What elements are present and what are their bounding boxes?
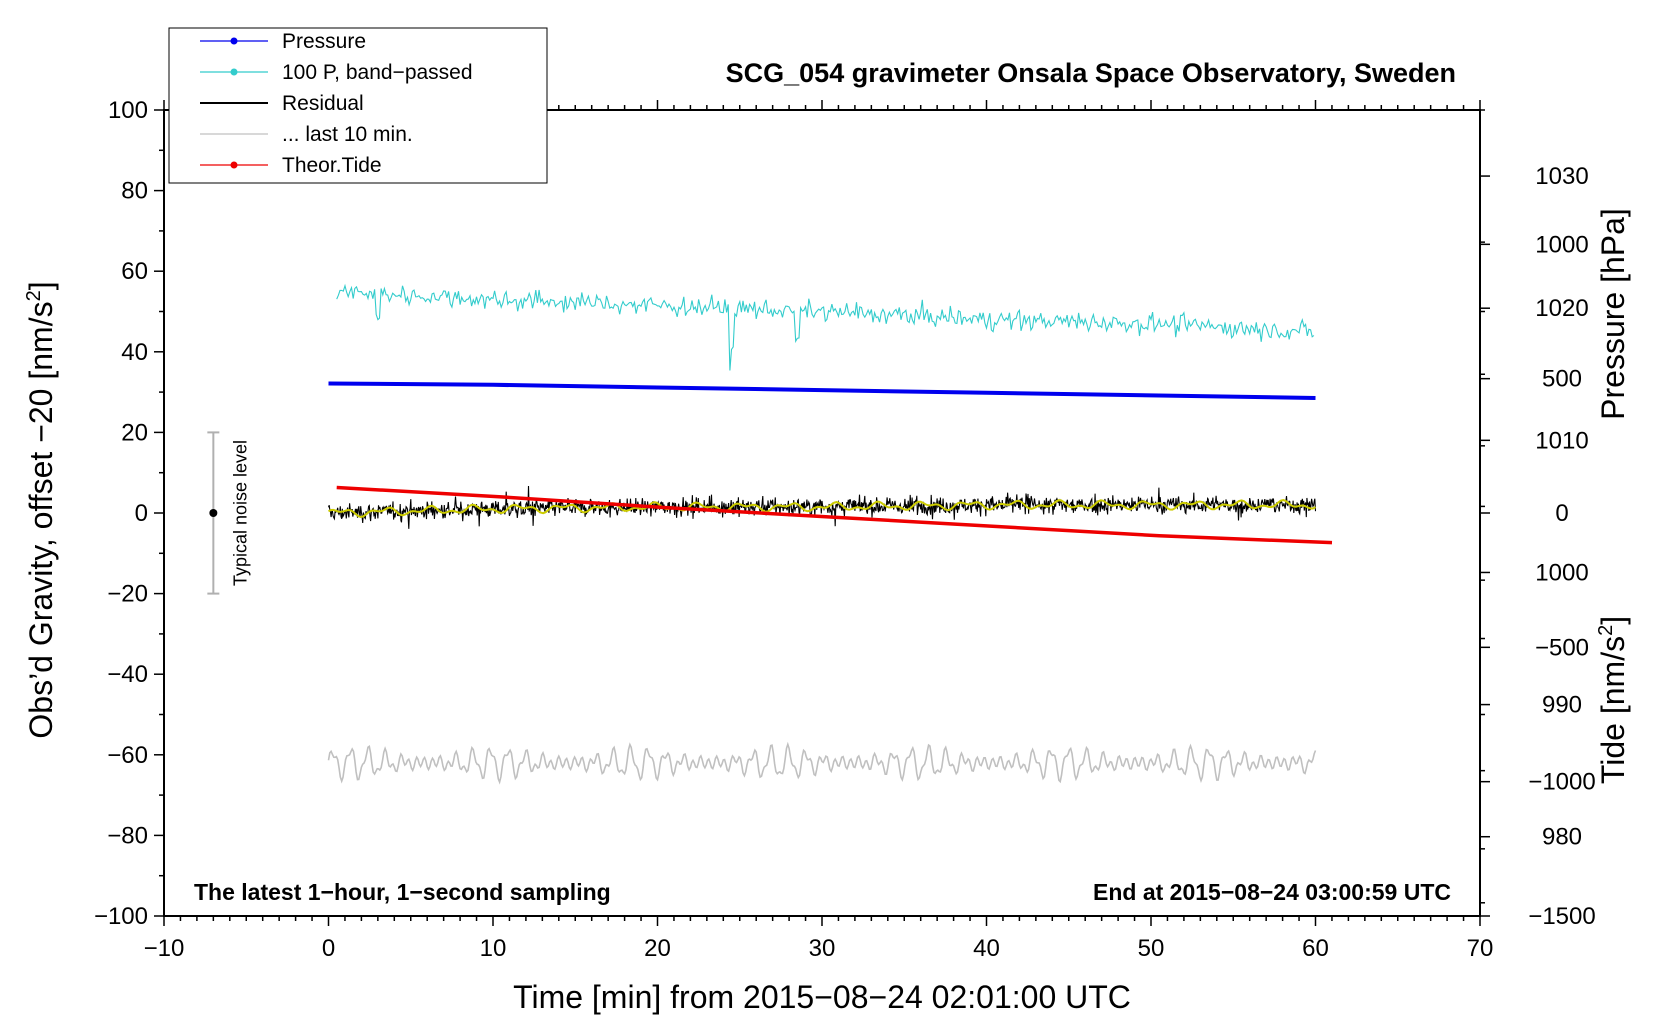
legend-swatch-dot xyxy=(230,37,238,45)
y-left-tick-label: −100 xyxy=(94,903,148,930)
y-axis-title-pressure: Pressure [hPa] xyxy=(1595,208,1631,420)
x-tick-label: 30 xyxy=(809,935,836,962)
tide-title-sup: 2 xyxy=(1595,625,1617,636)
noise-bar-center-dot xyxy=(209,509,218,517)
x-tick-label: 40 xyxy=(973,935,1000,962)
annotation-right: End at 2015−08−24 03:00:59 UTC xyxy=(1093,879,1451,905)
pressure-tick-label: 980 xyxy=(1542,824,1582,851)
tide-tick-label: −1500 xyxy=(1528,903,1595,930)
pressure-tick-label: 1000 xyxy=(1535,559,1588,586)
y-left-tick-label: −40 xyxy=(107,661,148,688)
legend-label: Residual xyxy=(282,92,364,115)
x-tick-label: 50 xyxy=(1138,935,1165,962)
y-left-tick-label: 60 xyxy=(121,258,148,285)
x-tick-label: 10 xyxy=(480,935,507,962)
y-left-tick-label: 20 xyxy=(121,419,148,446)
axes-layer: −10 0 10 20 30 40 50 60 70100806040200−20−40−60−… xyxy=(94,97,1596,962)
tide-title-end: ] xyxy=(1595,616,1631,625)
y-axis-title-tide: Tide [nm/s2] xyxy=(1595,616,1631,784)
tide-tick-label: 500 xyxy=(1542,366,1582,393)
pressure-tick-label: 990 xyxy=(1542,692,1582,719)
y-left-tick-label: 100 xyxy=(108,97,148,124)
y-left-tick-label: 0 xyxy=(135,500,148,527)
tide-tick-label: −1000 xyxy=(1528,769,1595,796)
y-left-tick-label: 80 xyxy=(121,178,148,205)
tide-tick-label: −500 xyxy=(1535,634,1589,661)
bandpassed-pressure-line xyxy=(336,283,1315,371)
chart-title: SCG_054 gravimeter Onsala Space Observat… xyxy=(726,58,1456,88)
tide-title-main: Tide [nm/s xyxy=(1595,636,1631,784)
pressure-tick-label: 1010 xyxy=(1535,427,1588,454)
y-left-title-end: ] xyxy=(23,281,59,290)
y-left-title-sup: 2 xyxy=(23,290,45,301)
theoretical-tide-line xyxy=(336,485,1333,545)
noise-indicator: Typical noise level xyxy=(207,431,250,595)
legend-label: ... last 10 min. xyxy=(282,123,413,146)
annotation-left: The latest 1−hour, 1−second sampling xyxy=(194,879,611,905)
y-axis-title-left: Obs’d Gravity, offset −20 [nm/s2] xyxy=(23,281,59,738)
x-tick-label: 0 xyxy=(322,935,335,962)
x-tick-label: 60 xyxy=(1302,935,1329,962)
legend-label: 100 P, band−passed xyxy=(282,61,473,84)
y-left-tick-label: −60 xyxy=(107,742,148,769)
x-tick-label: −10 xyxy=(144,935,185,962)
tide-tick-label: 0 xyxy=(1555,500,1568,527)
pressure-line xyxy=(328,381,1316,400)
x-tick-label: 20 xyxy=(644,935,671,962)
y-left-tick-label: 40 xyxy=(121,339,148,366)
x-axis-title: Time [min] from 2015−08−24 02:01:00 UTC xyxy=(513,979,1131,1015)
legend: Pressure 100 P, band−passed Residual ... la… xyxy=(168,27,548,184)
pressure-tick-label: 1030 xyxy=(1535,163,1588,190)
legend-label: Theor.Tide xyxy=(282,154,382,177)
plot-data-layer xyxy=(327,283,1333,785)
y-left-tick-label: −80 xyxy=(107,822,148,849)
residual-smoothed-line xyxy=(328,499,1316,519)
residual-line xyxy=(327,485,1317,529)
y-left-title-main: Obs’d Gravity, offset −20 [nm/s xyxy=(23,301,59,738)
legend-swatch-dot xyxy=(230,161,238,169)
noise-label: Typical noise level xyxy=(230,440,250,586)
tide-tick-label: 1000 xyxy=(1535,231,1588,258)
legend-box xyxy=(168,27,548,184)
legend-label: Pressure xyxy=(282,30,366,53)
pressure-tick-label: 1020 xyxy=(1535,295,1588,322)
legend-swatch-dot xyxy=(230,68,238,76)
last-10-min-line xyxy=(327,741,1317,785)
y-left-tick-label: −20 xyxy=(107,581,148,608)
x-tick-label: 70 xyxy=(1467,935,1494,962)
